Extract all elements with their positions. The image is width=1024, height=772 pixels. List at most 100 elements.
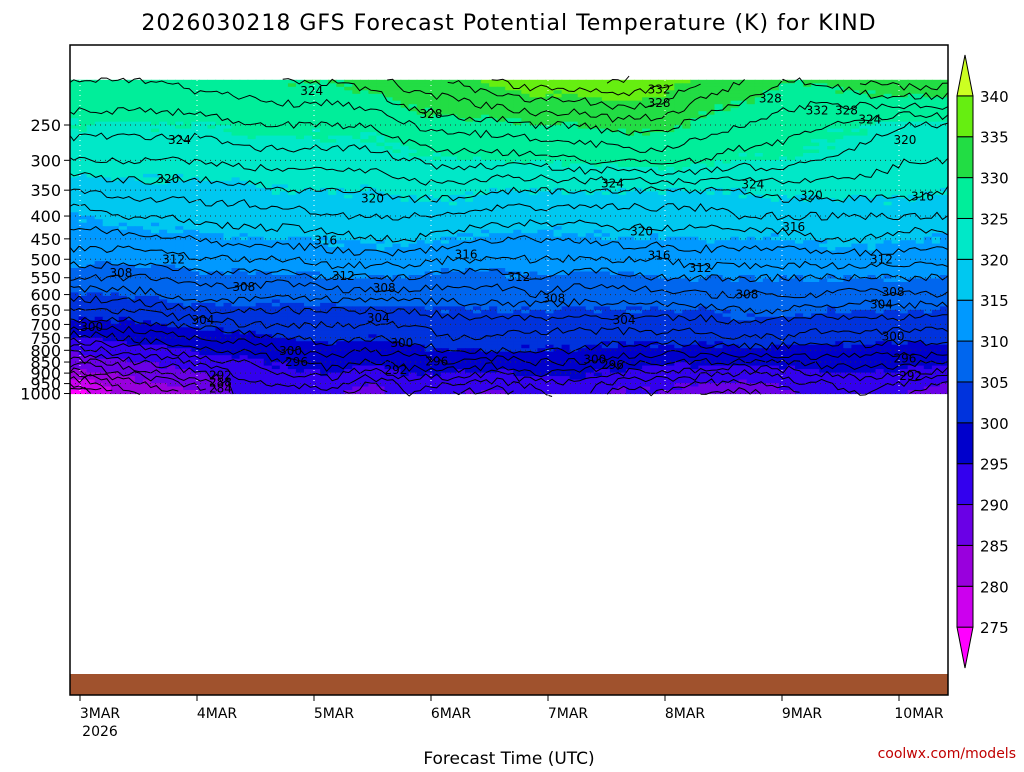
theta-cell — [706, 198, 716, 203]
theta-cell — [199, 149, 208, 154]
theta-cell — [738, 219, 748, 224]
theta-cell — [650, 212, 659, 217]
theta-cell — [440, 222, 450, 227]
theta-cell — [682, 128, 691, 133]
theta-cell — [754, 226, 764, 231]
theta-cell — [746, 177, 756, 182]
theta-cell — [778, 111, 788, 116]
theta-cell — [537, 156, 547, 161]
theta-cell — [553, 205, 563, 210]
theta-cell — [448, 170, 458, 175]
theta-cell — [223, 121, 233, 126]
theta-cell — [754, 149, 764, 154]
theta-cell — [408, 160, 418, 165]
theta-cell — [682, 93, 691, 98]
theta-cell — [392, 121, 402, 126]
theta-cell — [102, 114, 112, 119]
theta-cell — [835, 156, 844, 161]
theta-cell — [368, 160, 378, 165]
theta-cell — [207, 107, 217, 112]
theta-cell — [183, 97, 192, 102]
theta-cell — [577, 83, 587, 88]
theta-cell — [827, 97, 836, 102]
theta-cell — [859, 160, 869, 165]
theta-cell — [915, 229, 925, 234]
theta-cell — [529, 184, 539, 189]
theta-cell — [585, 132, 595, 137]
theta-cell — [843, 198, 852, 203]
theta-cell — [513, 114, 522, 119]
theta-cell — [891, 229, 901, 234]
theta-cell — [416, 149, 426, 154]
theta-cell — [126, 118, 136, 123]
theta-cell — [320, 135, 329, 140]
theta-cell — [328, 170, 337, 175]
theta-cell — [384, 167, 394, 172]
theta-cell — [730, 198, 740, 203]
theta-cell — [336, 160, 345, 165]
theta-cell — [529, 107, 539, 112]
theta-cell — [183, 100, 192, 105]
theta-cell — [601, 184, 611, 189]
theta-cell — [730, 125, 740, 130]
theta-cell — [432, 215, 442, 220]
theta-cell — [473, 167, 482, 172]
theta-cell — [223, 114, 233, 119]
theta-cell — [674, 219, 683, 224]
theta-cell — [762, 160, 772, 165]
theta-cell — [609, 219, 619, 224]
theta-cell — [94, 194, 104, 199]
theta-cell — [762, 219, 772, 224]
theta-cell — [851, 180, 861, 185]
theta-cell — [344, 86, 353, 91]
theta-cell — [223, 93, 233, 98]
theta-cell — [78, 194, 88, 199]
theta-cell — [843, 191, 852, 196]
theta-cell — [738, 114, 748, 119]
theta-cell — [626, 180, 635, 185]
theta-cell — [642, 121, 651, 126]
theta-cell — [118, 156, 128, 161]
theta-cell — [915, 191, 925, 196]
theta-cell — [497, 114, 506, 119]
theta-cell — [545, 121, 555, 126]
theta-cell — [593, 156, 603, 161]
theta-cell — [336, 83, 345, 88]
theta-cell — [843, 100, 852, 105]
theta-cell — [626, 111, 635, 116]
theta-cell — [521, 128, 530, 133]
theta-cell — [134, 86, 144, 91]
theta-cell — [416, 104, 426, 109]
theta-cell — [424, 180, 434, 185]
theta-cell — [762, 163, 772, 168]
theta-cell — [231, 160, 241, 165]
theta-cell — [416, 125, 426, 130]
theta-cell — [175, 187, 184, 192]
theta-cell — [384, 156, 394, 161]
theta-cell — [368, 128, 378, 133]
theta-cell — [899, 153, 909, 158]
theta-cell — [859, 208, 869, 213]
theta-cell — [730, 233, 740, 238]
theta-cell — [585, 191, 595, 196]
theta-cell — [593, 125, 603, 130]
theta-cell — [247, 90, 257, 95]
theta-cell — [465, 153, 474, 158]
theta-cell — [730, 149, 740, 154]
theta-cell — [658, 121, 667, 126]
theta-cell — [384, 208, 394, 213]
theta-cell — [682, 153, 691, 158]
theta-cell — [416, 160, 426, 165]
theta-cell — [295, 100, 305, 105]
theta-cell — [424, 187, 434, 192]
theta-cell — [835, 107, 844, 112]
theta-cell — [626, 121, 635, 126]
theta-cell — [465, 170, 474, 175]
theta-cell — [126, 205, 136, 210]
theta-cell — [513, 184, 522, 189]
theta-cell — [247, 170, 257, 175]
theta-cell — [448, 97, 458, 102]
theta-cell — [376, 160, 386, 165]
theta-cell — [843, 83, 852, 88]
theta-cell — [690, 212, 700, 217]
